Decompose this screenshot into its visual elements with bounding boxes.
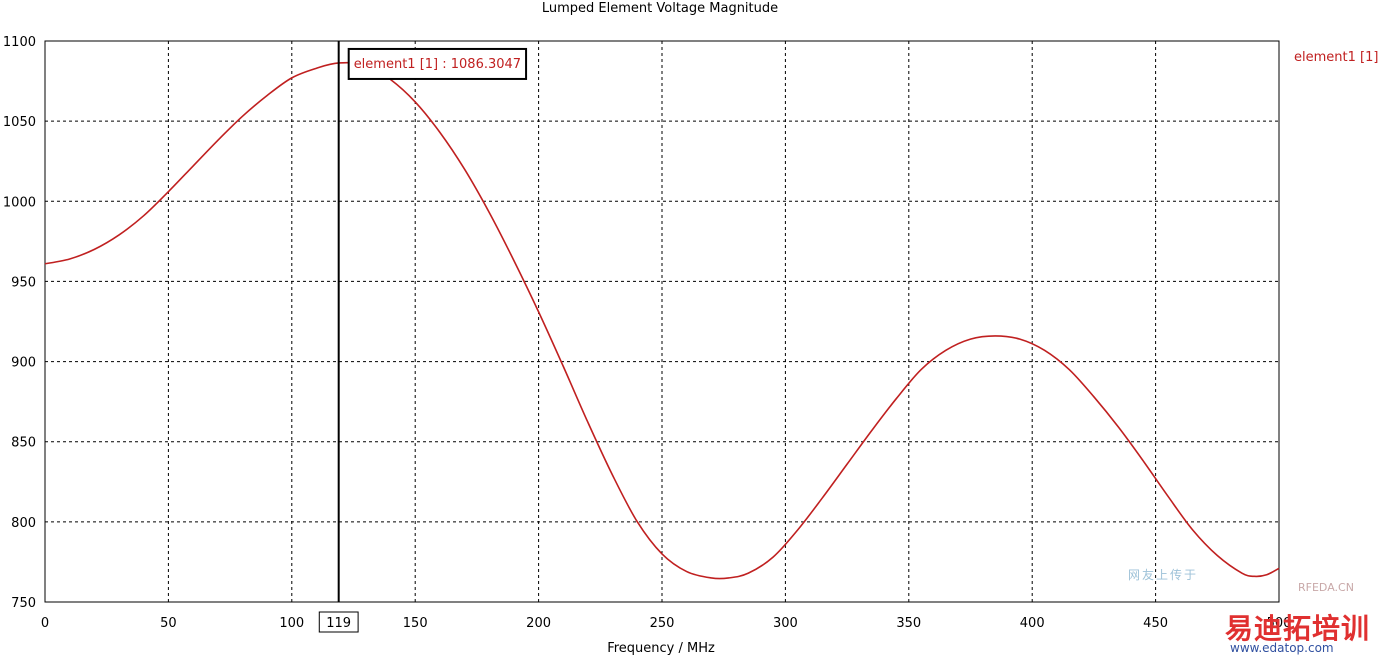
marker-readout-text: element1 [1] : 1086.3047 [354, 57, 521, 72]
series-line [44, 61, 1280, 580]
series-group [44, 61, 1280, 580]
marker-readout-box [347, 47, 528, 80]
x-tick-label: 0 [41, 616, 49, 631]
x-tick-label: 500 [1267, 616, 1292, 631]
y-tick-label: 800 [11, 516, 36, 531]
marker-x-label: 119 [326, 616, 351, 631]
y-tick-label: 950 [11, 275, 36, 290]
plot-frame [44, 40, 1280, 603]
y-tick-labels: 750 800 850 900 950 1000 1050 1100 [3, 35, 36, 611]
y-tick-label: 1050 [3, 115, 36, 130]
x-tick-label: 300 [773, 616, 798, 631]
x-tick-labels: 0 50 100 150 200 250 300 350 400 450 500 [41, 616, 1292, 631]
y-tick-label: 1000 [3, 195, 36, 210]
y-tick-label: 1100 [3, 35, 36, 50]
x-tick-label: 150 [403, 616, 428, 631]
watermark-faint-text: 网友上传于 [1128, 568, 1199, 582]
legend-entry: element1 [1] [1294, 50, 1378, 65]
grid [45, 41, 1279, 602]
x-tick-label: 200 [526, 616, 551, 631]
x-tick-label: 350 [896, 616, 921, 631]
watermark-url: www.edatop.com [1230, 641, 1334, 655]
watermark-site: RFEDA.CN [1298, 581, 1354, 594]
x-tick-label: 250 [650, 616, 675, 631]
watermark-brand: 易迪拓培训 [1225, 612, 1371, 645]
y-tick-label: 900 [11, 356, 36, 371]
y-tick-label: 750 [11, 596, 36, 611]
x-tick-label: 450 [1143, 616, 1168, 631]
x-tick-label: 50 [160, 616, 177, 631]
marker-x-box [318, 611, 359, 633]
y-tick-label: 850 [11, 436, 36, 451]
x-axis-label: Frequency / MHz [607, 641, 715, 656]
x-tick-label: 100 [279, 616, 304, 631]
chart-title: Lumped Element Voltage Magnitude [542, 1, 778, 16]
x-tick-label: 400 [1020, 616, 1045, 631]
